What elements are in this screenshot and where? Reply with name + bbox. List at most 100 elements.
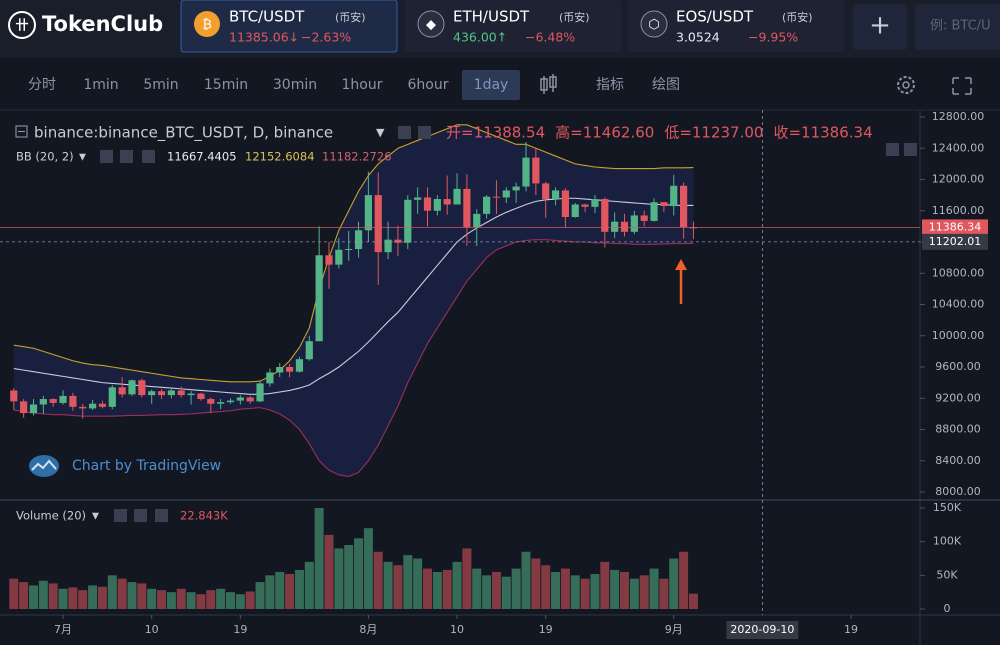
candle-body — [226, 400, 235, 403]
add-label: + — [869, 11, 891, 41]
volume-bar — [127, 582, 137, 609]
watermark[interactable]: Chart by TradingView — [29, 455, 221, 477]
candle-body — [167, 390, 175, 396]
y-tick-label: 9600.00 — [935, 360, 981, 373]
candle-body — [581, 204, 589, 207]
legend-icon[interactable] — [114, 509, 127, 522]
interval-button[interactable]: 1day — [474, 77, 509, 93]
candle-body — [551, 190, 560, 200]
ticker-change: −6.48% — [525, 30, 575, 45]
coin-icon — [640, 10, 668, 38]
dropdown-caret[interactable]: ▼ — [79, 153, 86, 163]
volume-bar — [324, 534, 334, 609]
volume-bar — [610, 569, 620, 609]
volume-bar — [314, 508, 324, 609]
interval-button[interactable]: 1hour — [342, 77, 383, 93]
candle-body — [591, 199, 599, 207]
watermark-icon — [31, 459, 57, 471]
fullscreen-button[interactable] — [952, 77, 972, 95]
dropdown-caret[interactable]: ▼ — [92, 512, 99, 522]
candle-body — [20, 401, 28, 414]
volume-bar — [344, 545, 354, 609]
interval-button[interactable]: 30min — [273, 77, 317, 93]
candle-body — [59, 395, 67, 403]
candle-body — [187, 393, 195, 396]
ticker-card[interactable]: ⬡ EOS/USDT (币安) 3.0524 −9.95% — [628, 0, 844, 52]
ticker-change: −9.95% — [748, 30, 798, 45]
volume-bar — [245, 591, 255, 609]
candle-body — [394, 239, 402, 243]
y-tick-label: 8400.00 — [935, 454, 981, 467]
interval-button[interactable]: 分时 — [28, 77, 56, 93]
legend-icon[interactable] — [120, 150, 133, 163]
candle-body — [285, 367, 294, 372]
candle-body — [433, 199, 441, 211]
legend-icon[interactable] — [100, 150, 113, 163]
legend-icon[interactable] — [134, 509, 147, 522]
tool-button[interactable]: 绘图 — [652, 77, 680, 93]
ticker-exchange: (币安) — [782, 10, 813, 24]
last-price-label: 11386.34 — [929, 220, 982, 233]
pane-icon[interactable] — [886, 143, 899, 156]
x-tick-label: 19 — [233, 623, 247, 636]
legend-icon[interactable] — [155, 509, 168, 522]
interval-button[interactable]: 6hour — [408, 77, 449, 93]
dropdown-caret[interactable]: ▼ — [376, 126, 385, 139]
volume-bar — [639, 575, 649, 609]
volume-bar — [551, 571, 561, 609]
candle-body — [157, 391, 166, 396]
add-button[interactable] — [853, 4, 907, 50]
collapse-icon[interactable] — [15, 125, 28, 138]
candle-body — [108, 387, 116, 407]
toolbar: 分时 1min 5min 15min 30min 1hour 6hour 1day 指标 绘图 — [28, 70, 680, 100]
ticker-change: −2.63% — [301, 30, 351, 45]
candle-body — [246, 397, 254, 402]
x-tick-label: 8月 — [359, 623, 377, 636]
candle-body — [138, 380, 146, 396]
candle-body — [128, 380, 136, 395]
tool-button[interactable]: 指标 — [596, 77, 624, 93]
search-box[interactable] — [915, 4, 1000, 50]
volume-bar — [619, 571, 629, 609]
candle-body — [532, 157, 540, 184]
candle-body — [670, 185, 678, 207]
candle-body — [502, 190, 510, 198]
volume-tick-label: 150K — [933, 501, 962, 514]
y-tick-label: 12000.00 — [932, 173, 985, 186]
volume-label: Volume (20) — [16, 509, 86, 523]
candle-body — [39, 399, 47, 405]
interval-button[interactable]: 15min — [204, 77, 248, 93]
symbol-label[interactable]: binance:binance_BTC_USDT, D, binance — [34, 124, 333, 143]
legend-icon[interactable] — [418, 126, 431, 139]
x-tick-label: 9月 — [665, 623, 683, 636]
legend-icon[interactable] — [398, 126, 411, 139]
chart-type-button[interactable] — [540, 74, 557, 94]
volume-bar — [97, 586, 107, 609]
candle-body — [679, 185, 688, 228]
ticker-card[interactable]: ◆ ETH/USDT (币安) 436.00↑ −6.48% — [405, 0, 621, 52]
volume-bar — [117, 578, 127, 609]
pane-icon[interactable] — [904, 143, 917, 156]
settings-button[interactable] — [897, 76, 915, 94]
interval-button[interactable]: 1min — [83, 77, 118, 93]
volume-value: 22.843K — [180, 509, 228, 523]
candle-body — [492, 196, 501, 198]
volume-bar — [9, 578, 19, 609]
volume-bar — [166, 592, 176, 609]
candle-body — [630, 215, 638, 232]
interval-button[interactable]: 5min — [143, 77, 178, 93]
ticker-exchange: (币安) — [559, 10, 590, 24]
volume-bar — [157, 590, 167, 609]
volume-bar — [235, 594, 245, 609]
logo[interactable]: 卄 TokenClub — [8, 11, 163, 39]
volume-bar — [265, 575, 275, 609]
volume-bar — [373, 551, 383, 609]
volume-bar — [107, 575, 117, 609]
ticker-card[interactable]: ₿ BTC/USDT (币安) 11385.06↓ −2.63% — [180, 0, 398, 53]
legend-icon[interactable] — [142, 150, 155, 163]
coin-glyph: ⬡ — [648, 18, 659, 33]
card-bg — [180, 0, 398, 53]
volume-bar — [225, 592, 235, 609]
candle-body — [236, 397, 244, 401]
